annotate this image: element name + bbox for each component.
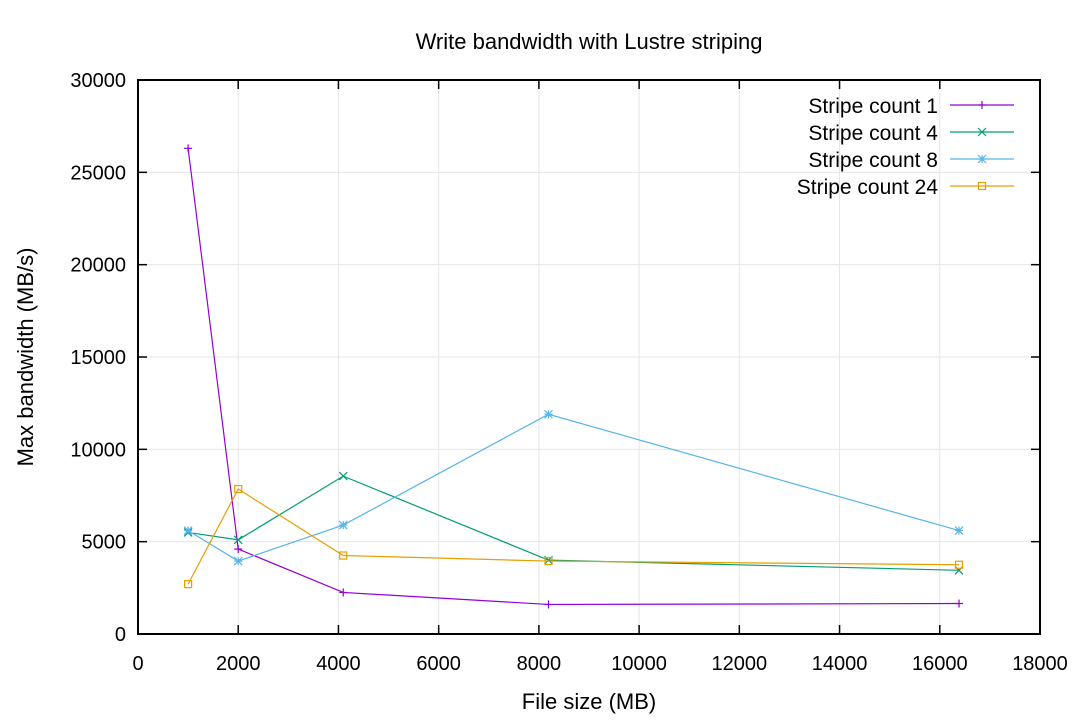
legend-label: Stripe count 4 bbox=[808, 122, 938, 145]
x-tick-label: 14000 bbox=[812, 653, 868, 675]
x-tick-label: 0 bbox=[132, 653, 143, 675]
data-point bbox=[338, 471, 348, 481]
x-tick-label: 10000 bbox=[611, 653, 667, 675]
data-point bbox=[234, 484, 243, 494]
legend-swatch-marker bbox=[978, 101, 986, 109]
data-point bbox=[954, 565, 964, 575]
axis-ticks: 0 2000 4000 6000 8000 10000 12000 14000 16000 180… bbox=[70, 70, 1067, 675]
data-point bbox=[954, 526, 964, 536]
data-point bbox=[184, 580, 193, 589]
data-point bbox=[233, 535, 243, 545]
y-tick-label: 0 bbox=[115, 624, 126, 646]
data-point bbox=[544, 600, 553, 609]
series-line-stripe-count-0 bbox=[187, 148, 960, 606]
legend-item: Stripe count 4 bbox=[808, 122, 1014, 145]
data-point bbox=[234, 545, 243, 554]
y-tick-label: 10000 bbox=[70, 439, 126, 461]
grid bbox=[138, 80, 1040, 634]
series-line-stripe-count-3 bbox=[187, 488, 960, 585]
x-tick-label: 6000 bbox=[416, 653, 461, 675]
legend-label: Stripe count 1 bbox=[808, 95, 938, 118]
legend-swatch-marker bbox=[977, 127, 987, 137]
y-tick-label: 15000 bbox=[70, 347, 126, 369]
series-line-stripe-count-1 bbox=[188, 475, 960, 571]
data-point bbox=[184, 144, 193, 153]
legend-item: Stripe count 1 bbox=[808, 95, 1014, 118]
y-tick-label: 30000 bbox=[70, 70, 126, 92]
data-point bbox=[233, 556, 243, 566]
x-tick-label: 8000 bbox=[517, 653, 562, 675]
x-tick-label: 2000 bbox=[216, 653, 261, 675]
data-point bbox=[339, 588, 348, 597]
legend-label: Stripe count 24 bbox=[797, 176, 939, 199]
x-tick-label: 16000 bbox=[912, 653, 968, 675]
data-point bbox=[954, 560, 964, 569]
x-tick-label: 4000 bbox=[316, 653, 361, 675]
legend: Stripe count 1 Stripe count 4 Stripe count… bbox=[797, 95, 1014, 199]
data-point bbox=[544, 409, 553, 419]
legend-label: Stripe count 8 bbox=[808, 149, 938, 172]
data-point bbox=[955, 599, 964, 608]
series-line-stripe-count-2 bbox=[187, 413, 960, 562]
data-point bbox=[183, 526, 193, 536]
y-axis-label: Max bandwidth (MB/s) bbox=[13, 248, 38, 467]
x-axis-label: File size (MB) bbox=[522, 689, 656, 714]
x-tick-label: 12000 bbox=[712, 653, 768, 675]
legend-item: Stripe count 8 bbox=[808, 149, 1014, 172]
chart-title: Write bandwidth with Lustre striping bbox=[416, 29, 763, 54]
data-point bbox=[338, 520, 348, 530]
y-tick-label: 25000 bbox=[70, 162, 126, 184]
y-tick-label: 5000 bbox=[82, 532, 127, 554]
legend-item: Stripe count 24 bbox=[797, 176, 1014, 199]
x-tick-label: 18000 bbox=[1012, 653, 1068, 675]
y-tick-label: 20000 bbox=[70, 255, 126, 277]
data-point bbox=[544, 556, 553, 566]
legend-swatch-marker bbox=[977, 181, 987, 191]
data-point bbox=[339, 551, 348, 560]
legend-swatch-marker bbox=[977, 154, 987, 164]
series-layer bbox=[183, 144, 964, 609]
